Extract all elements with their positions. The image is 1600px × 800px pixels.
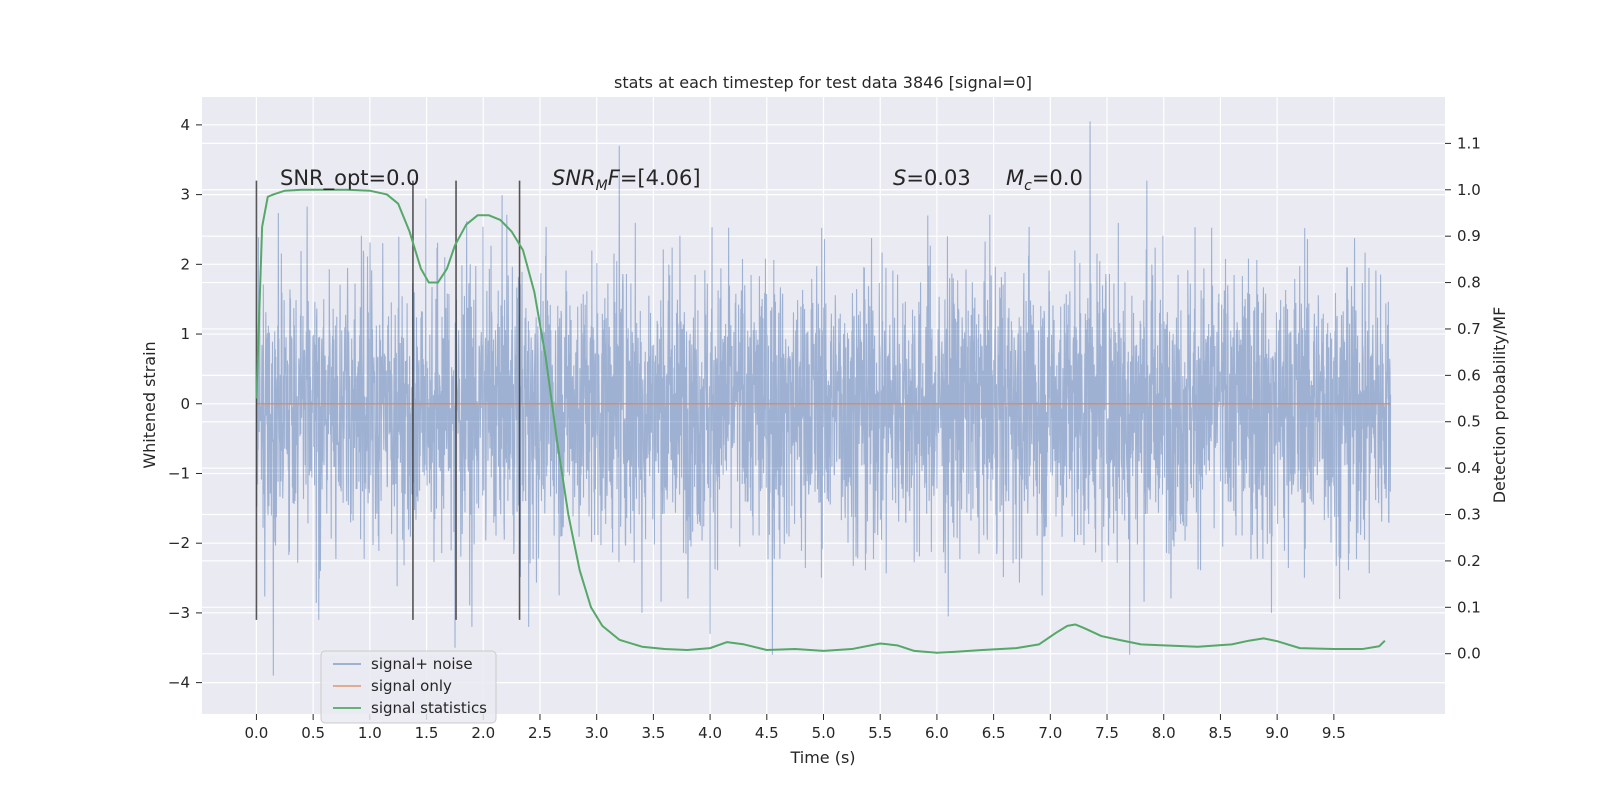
- x-tick-label: 0.5: [301, 724, 325, 742]
- x-tick-label: 2.0: [471, 724, 495, 742]
- y-right-tick-label: 0.6: [1457, 366, 1481, 384]
- x-tick-label: 5.5: [868, 724, 892, 742]
- x-tick-label: 3.5: [641, 724, 665, 742]
- y-right-tick-label: 0.1: [1457, 598, 1481, 616]
- y-tick-label: 0: [180, 395, 190, 413]
- y-right-tick-label: 1.0: [1457, 181, 1481, 199]
- vertical-markers: [255, 180, 521, 620]
- x-tick-label: 2.5: [528, 724, 552, 742]
- y-right-tick-labels: 0.0 0.1 0.2 0.3 0.4 0.5 0.6 0.7 0.8 0.9 1.0 1.1: [1445, 134, 1481, 663]
- y-tick-label: 2: [180, 255, 190, 273]
- legend-label-signal-only: signal only: [371, 677, 452, 695]
- signal-noise-series: [255, 121, 1392, 676]
- y-right-tick-label: 0.5: [1457, 413, 1481, 431]
- y-tick-label: −3: [168, 604, 190, 622]
- legend: signal+ noise signal only signal statist…: [320, 650, 497, 724]
- y-right-axis-label: Detection probability/MF: [1490, 307, 1509, 504]
- x-tick-label: 1.0: [358, 724, 382, 742]
- x-tick-label: 0.0: [245, 724, 269, 742]
- y-tick-labels: −4 −3 −2 −1 0 1 2 3 4: [168, 116, 202, 692]
- y-tick-label: 1: [180, 325, 190, 343]
- annotation-mc: Mc=0.0: [1006, 166, 1083, 194]
- y-tick-label: 3: [180, 186, 190, 204]
- x-axis-label: Time (s): [789, 748, 855, 767]
- legend-box: [320, 650, 497, 724]
- y-tick-label: −1: [168, 464, 190, 482]
- y-tick-label: −2: [168, 534, 190, 552]
- annotations: SNR_opt=0.0 SNRMF=[4.06] S=0.03 Mc=0.0: [280, 166, 1083, 194]
- y-right-tick-label: 0.7: [1457, 320, 1481, 338]
- x-tick-label: 5.0: [812, 724, 836, 742]
- x-tick-label: 9.5: [1322, 724, 1346, 742]
- annotation-snr-mf: SNRMF=[4.06]: [552, 166, 701, 194]
- x-tick-labels: 0.0 0.5 1.0 1.5 2.0 2.5 3.0 3.5 4.0 4.5 5.0 5.5 6.0 6…: [245, 714, 1346, 742]
- x-tick-label: 4.5: [755, 724, 779, 742]
- annotation-snr-opt: SNR_opt=0.0: [280, 166, 420, 191]
- y-right-tick-label: 0.8: [1457, 274, 1481, 292]
- x-tick-label: 7.0: [1038, 724, 1062, 742]
- y-axis-label: Whitened strain: [140, 341, 159, 468]
- y-tick-label: 4: [180, 116, 190, 134]
- x-tick-label: 7.5: [1095, 724, 1119, 742]
- chart-title: stats at each timestep for test data 384…: [614, 73, 1032, 92]
- x-tick-label: 4.0: [698, 724, 722, 742]
- y-right-tick-label: 0.9: [1457, 227, 1481, 245]
- x-tick-label: 6.0: [925, 724, 949, 742]
- y-right-tick-label: 0.4: [1457, 459, 1481, 477]
- y-right-tick-label: 0.2: [1457, 552, 1481, 570]
- x-tick-label: 8.0: [1152, 724, 1176, 742]
- x-tick-label: 3.0: [585, 724, 609, 742]
- x-tick-label: 8.5: [1209, 724, 1233, 742]
- x-gridlines: [255, 97, 1335, 714]
- x-tick-label: 6.5: [982, 724, 1006, 742]
- legend-label-signal-statistics: signal statistics: [371, 699, 487, 717]
- x-tick-label: 9.0: [1265, 724, 1289, 742]
- y-right-tick-label: 0.3: [1457, 506, 1481, 524]
- signal-statistics-series: [255, 188, 1386, 654]
- y-right-tick-label: 1.1: [1457, 134, 1481, 152]
- signal-noise-line: [255, 121, 1392, 676]
- y-tick-label: −4: [168, 674, 190, 692]
- legend-label-signal-noise: signal+ noise: [371, 655, 473, 673]
- y-right-tick-label: 0.0: [1457, 645, 1481, 663]
- x-tick-label: 1.5: [415, 724, 439, 742]
- annotation-s: S=0.03: [893, 166, 971, 190]
- signal-statistics-line: [255, 188, 1386, 654]
